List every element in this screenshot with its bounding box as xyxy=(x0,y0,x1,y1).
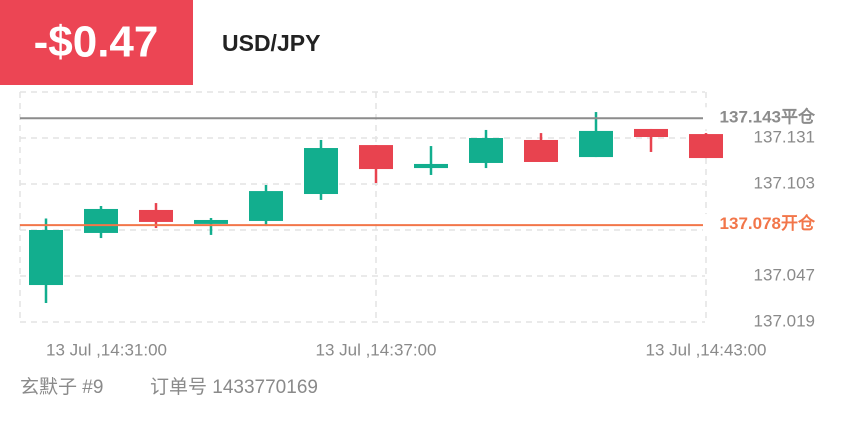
y-tick-label: 137.019 xyxy=(754,311,815,330)
x-tick-label: 13 Jul ,14:43:00 xyxy=(646,340,767,359)
candle-body xyxy=(84,208,118,233)
x-tick-label: 13 Jul ,14:31:00 xyxy=(46,340,167,359)
candle-body xyxy=(359,145,393,170)
symbol: USD/JPY xyxy=(222,30,320,56)
price-label: 137.078开仓 xyxy=(720,214,816,234)
price-label-bg xyxy=(703,214,817,237)
y-tick-label: 137.103 xyxy=(754,173,815,192)
candle-body xyxy=(304,148,338,195)
price-value: 137.078 xyxy=(720,215,781,234)
candle-body xyxy=(414,163,448,169)
price-value: 137.143 xyxy=(720,108,781,127)
pnl-badge xyxy=(0,0,193,85)
price-tag: 开仓 xyxy=(781,214,816,234)
candle-body xyxy=(194,219,228,224)
y-tick-label: 137.047 xyxy=(754,265,815,284)
trader: 玄默子 #9 xyxy=(20,376,103,398)
y-tick-label: 137.131 xyxy=(754,127,815,146)
candle-body xyxy=(524,139,558,162)
candle-body xyxy=(29,230,63,286)
candle-body xyxy=(249,191,283,221)
candle-body xyxy=(579,130,613,158)
price-label-bg xyxy=(703,107,817,130)
price-tag: 平仓 xyxy=(781,107,816,127)
x-tick-label: 13 Jul ,14:37:00 xyxy=(316,340,437,359)
candle-body xyxy=(139,209,173,222)
candle-body xyxy=(469,138,503,163)
pnl: -$0.47 xyxy=(34,18,159,67)
order-number: 订单号 1433770169 xyxy=(150,376,318,398)
candle-body xyxy=(634,128,668,138)
candle-body xyxy=(689,134,723,159)
price-label: 137.143平仓 xyxy=(720,107,816,127)
